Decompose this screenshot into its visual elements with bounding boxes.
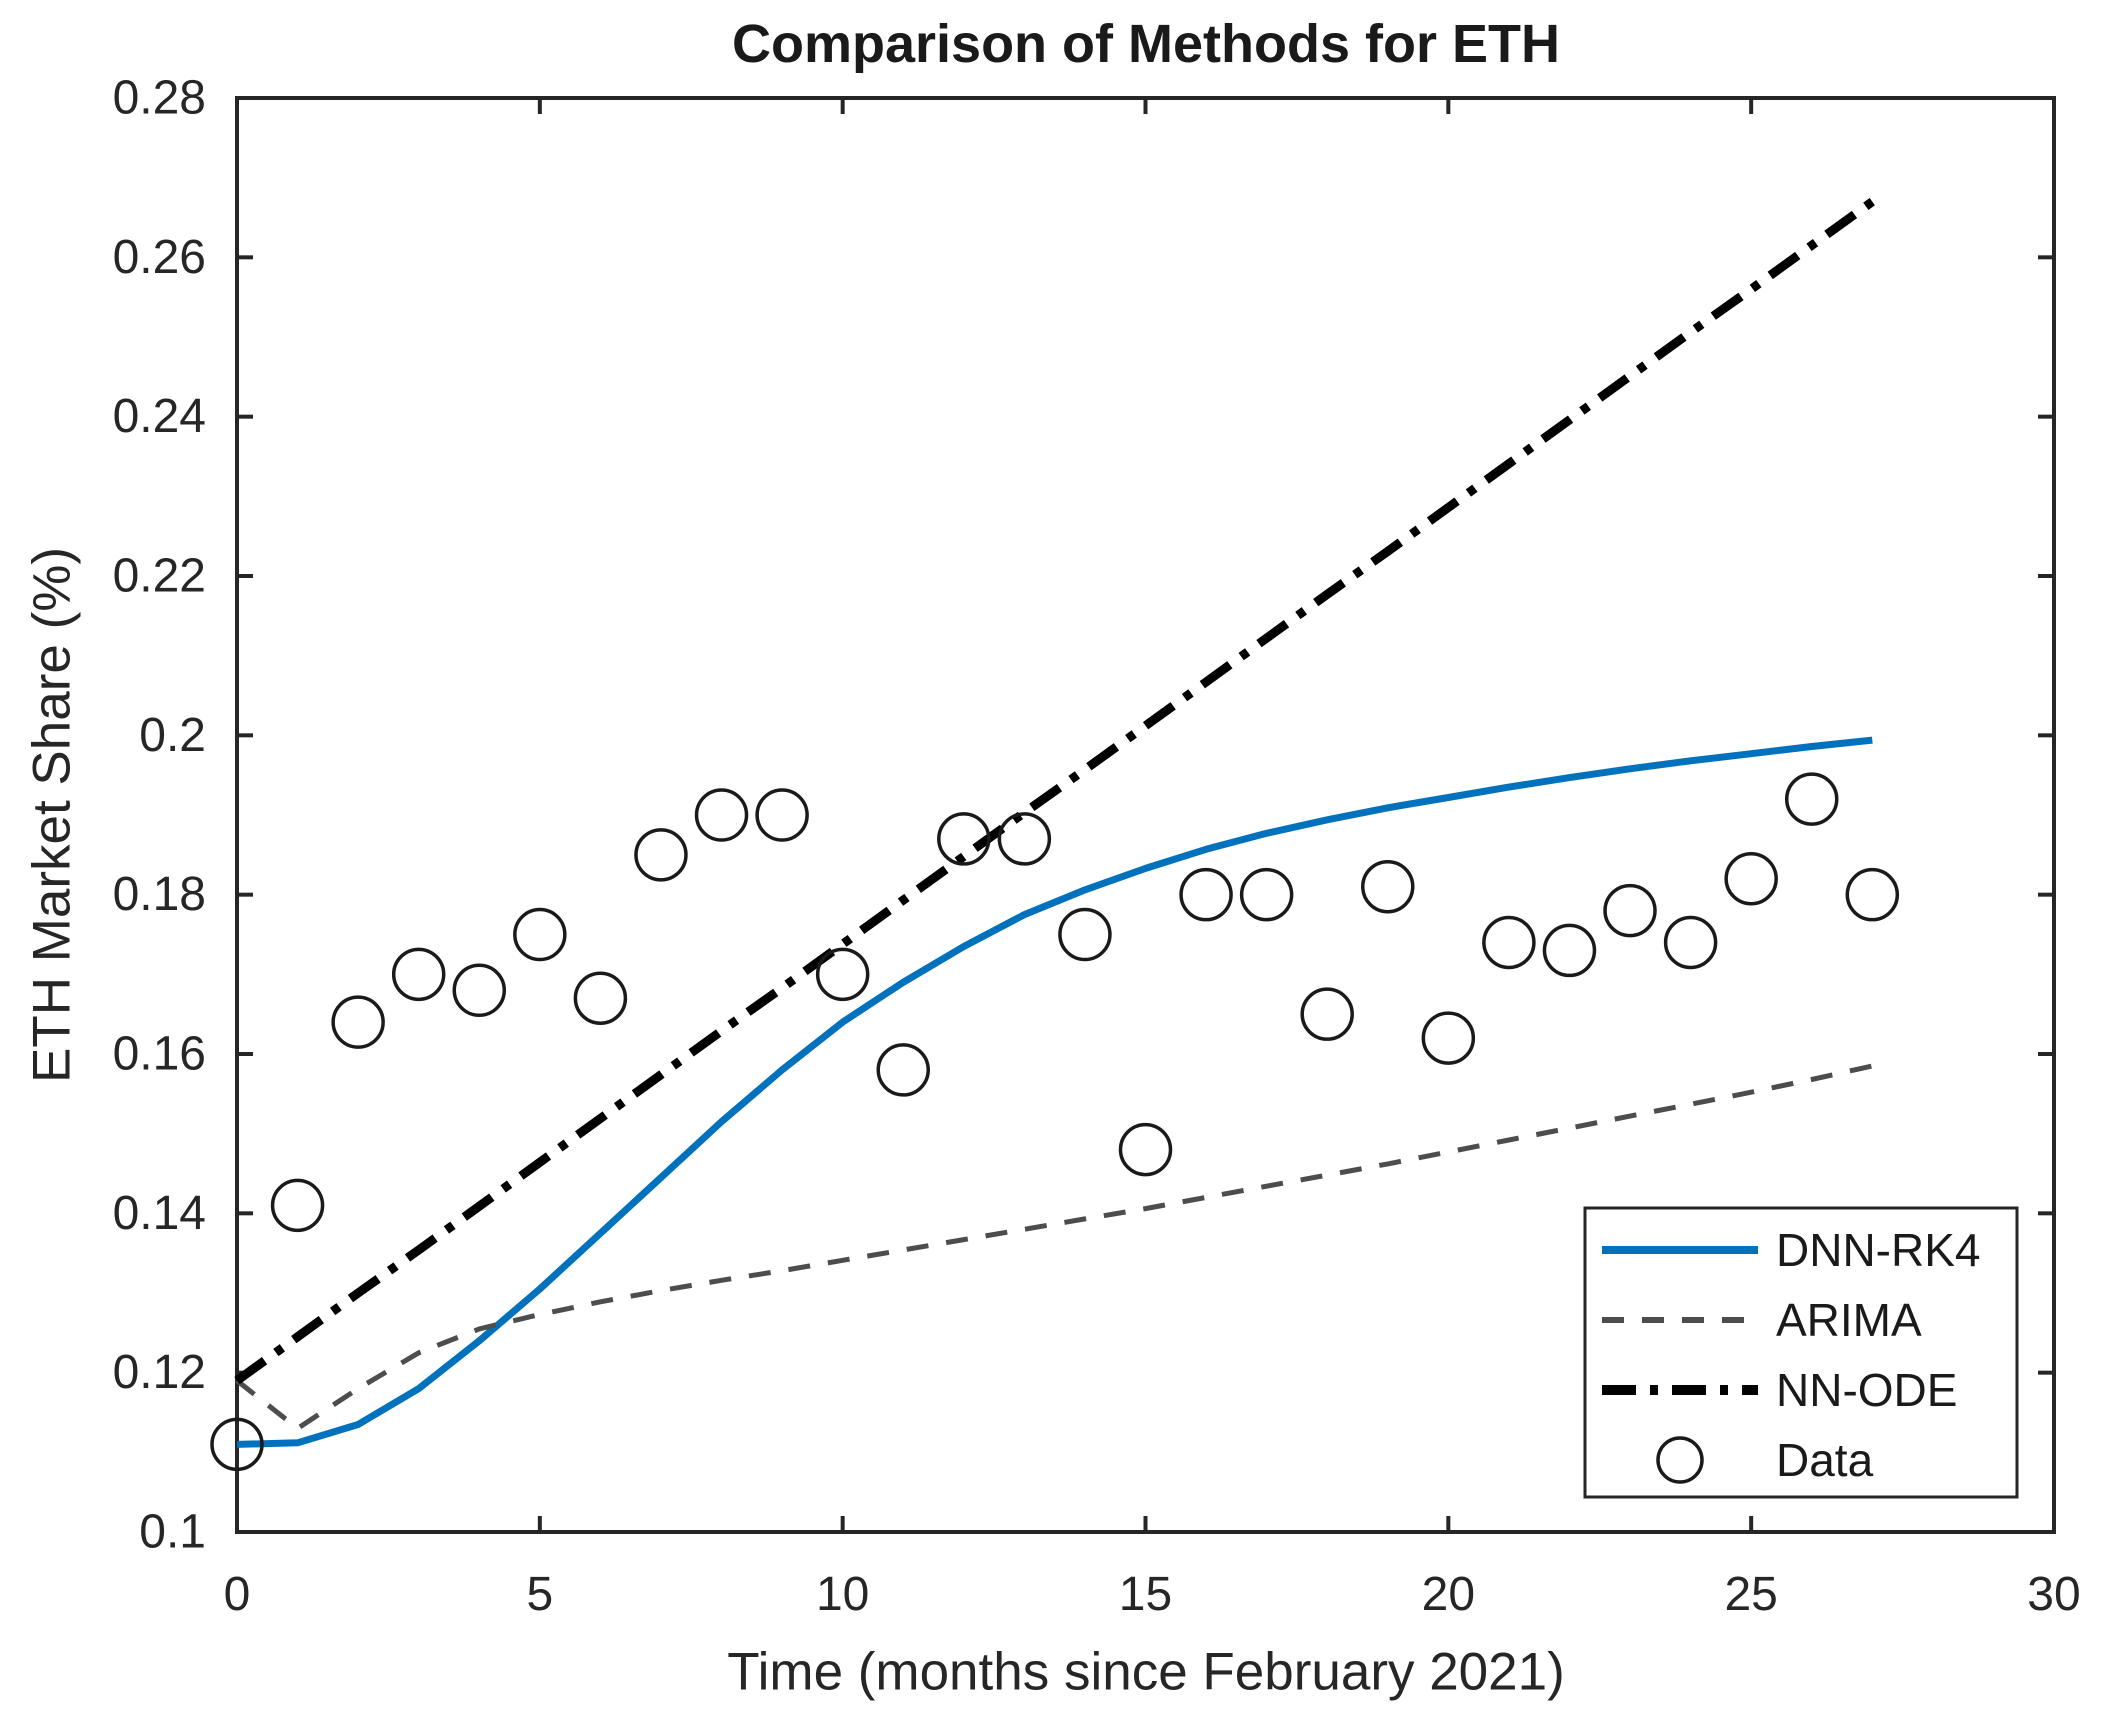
data-point — [997, 812, 1052, 866]
data-point — [1784, 772, 1839, 826]
y-tick-label: 0.12 — [113, 1346, 206, 1399]
data-point — [1361, 859, 1415, 914]
x-tick-label: 0 — [224, 1568, 251, 1621]
y-tick-label: 0.16 — [113, 1028, 206, 1081]
x-tick-label: 30 — [2027, 1568, 2080, 1621]
data-point — [210, 1417, 264, 1472]
data-point — [452, 963, 507, 1018]
legend-label-data: Data — [1776, 1434, 1874, 1486]
x-tick-label: 20 — [1422, 1568, 1475, 1621]
data-point — [513, 907, 567, 962]
data-point — [1300, 987, 1354, 1041]
series-line-dnn-rk4 — [236, 736, 1873, 1448]
data-point — [1058, 907, 1112, 962]
x-tick-label: 10 — [816, 1568, 869, 1621]
y-tick-label: 0.2 — [139, 709, 206, 762]
y-tick-label: 0.24 — [113, 390, 206, 443]
legend-box — [1583, 1206, 2019, 1499]
data-point — [270, 1178, 325, 1233]
data-point — [755, 788, 809, 842]
data-point — [391, 947, 446, 1002]
legend-sample-circle — [1656, 1436, 1704, 1484]
data-point — [876, 1043, 930, 1097]
data-point — [1603, 883, 1657, 938]
data-point — [634, 828, 688, 882]
x-axis-label: Time (months since February 2021) — [727, 1642, 1565, 1702]
y-tick-label: 0.26 — [113, 231, 206, 284]
y-tick-label: 0.22 — [113, 550, 206, 603]
data-point — [1482, 915, 1536, 970]
data-point — [573, 971, 628, 1025]
data-point — [1724, 851, 1778, 906]
legend-label-dnn-rk4: DNN-RK4 — [1776, 1224, 1980, 1276]
x-tick-label: 5 — [526, 1568, 553, 1621]
data-point — [331, 995, 385, 1049]
legend-label-nn-ode: NN-ODE — [1776, 1364, 1957, 1416]
data-point — [937, 812, 991, 866]
y-tick-label: 0.14 — [113, 1187, 206, 1240]
data-point — [1845, 867, 1900, 922]
y-axis-label: ETH Market Share (%) — [22, 546, 82, 1084]
x-tick-label: 25 — [1724, 1568, 1777, 1621]
data-point — [1663, 915, 1718, 970]
y-tick-label: 0.1 — [139, 1506, 206, 1559]
data-point — [1421, 1011, 1476, 1065]
data-point — [1239, 867, 1294, 922]
series-line-nn-ode — [234, 197, 1875, 1385]
data-point — [1179, 867, 1233, 922]
data-point — [1118, 1122, 1173, 1177]
data-point — [694, 788, 749, 842]
legend-label-arima: ARIMA — [1776, 1294, 1922, 1346]
y-tick-label: 0.18 — [113, 868, 206, 921]
data-point — [815, 947, 870, 1002]
chart-title: Comparison of Methods for ETH — [732, 14, 1560, 74]
data-point — [1542, 923, 1597, 978]
x-tick-label: 15 — [1119, 1568, 1172, 1621]
y-tick-label: 0.28 — [113, 72, 206, 125]
